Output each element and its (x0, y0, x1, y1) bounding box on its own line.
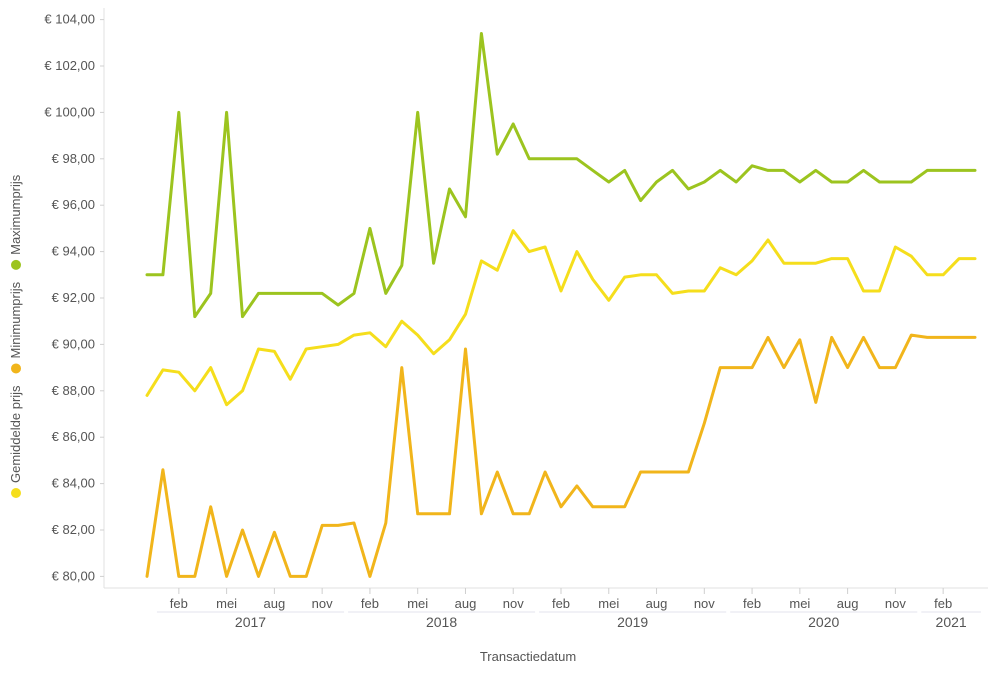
x-month-label: mei (407, 596, 428, 611)
legend-group: Gemiddelde prijs Minimumprijs Maximumprijs (8, 174, 23, 498)
y-tick-label: € 90,00 (52, 336, 95, 351)
x-year-label: 2019 (617, 614, 648, 630)
x-month-label: feb (743, 596, 761, 611)
y-tick-label: € 82,00 (52, 522, 95, 537)
x-month-label: aug (264, 596, 286, 611)
x-month-label: feb (361, 596, 379, 611)
x-month-label: feb (934, 596, 952, 611)
y-tick-label: € 102,00 (44, 58, 95, 73)
x-month-label: nov (885, 596, 906, 611)
legend-swatch (11, 363, 21, 374)
series-layer (145, 32, 977, 578)
x-month-label: mei (598, 596, 619, 611)
x-month-label: aug (646, 596, 668, 611)
y-tick-label: € 92,00 (52, 290, 95, 305)
legend-label: Gemiddelde prijs (8, 385, 23, 483)
series-line-maximumprijs (145, 32, 977, 319)
y-tick-label: € 86,00 (52, 429, 95, 444)
legend-label: Maximumprijs (8, 174, 23, 255)
y-tick-label: € 88,00 (52, 383, 95, 398)
legend-label: Minimumprijs (8, 281, 23, 358)
y-tick-label: € 94,00 (52, 244, 95, 259)
x-month-label: nov (503, 596, 524, 611)
legend-swatch (11, 488, 21, 498)
axes: € 80,00 € 82,00 € 84,00 € 86,00 € 88,00 € 90,… (44, 8, 988, 589)
y-tick-label: € 98,00 (52, 151, 95, 166)
legend-item[interactable]: Minimumprijs (8, 281, 23, 374)
legend-item[interactable]: Gemiddelde prijs (8, 385, 23, 498)
x-month-label: aug (455, 596, 477, 611)
x-month-label: mei (789, 596, 810, 611)
x-month-label: nov (694, 596, 715, 611)
x-year-label: 2018 (426, 614, 457, 630)
x-axis: feb mei aug nov feb mei aug nov feb mei aug nov feb m… (156, 588, 981, 664)
y-tick-label: € 100,00 (44, 104, 95, 119)
x-year-label: 2021 (936, 614, 967, 630)
series-line-minimumprijs (145, 333, 977, 578)
x-month-label: feb (170, 596, 188, 611)
y-tick-label: € 96,00 (52, 197, 95, 212)
x-month-label: mei (216, 596, 237, 611)
legend-swatch (11, 259, 21, 270)
x-month-label: nov (312, 596, 333, 611)
y-tick-label: € 80,00 (52, 568, 95, 583)
legend-item[interactable]: Maximumprijs (8, 174, 23, 270)
y-tick-label: € 104,00 (44, 12, 95, 27)
x-year-label: 2020 (808, 614, 839, 630)
legend: Gemiddelde prijs Minimumprijs Maximumprijs (8, 174, 23, 498)
x-month-label: feb (552, 596, 570, 611)
series-line-gemiddelde-prijs (145, 229, 977, 407)
x-month-label: aug (837, 596, 859, 611)
x-year-label: 2017 (235, 614, 266, 630)
x-axis-title: Transactiedatum (480, 649, 576, 664)
y-tick-label: € 84,00 (52, 476, 95, 491)
